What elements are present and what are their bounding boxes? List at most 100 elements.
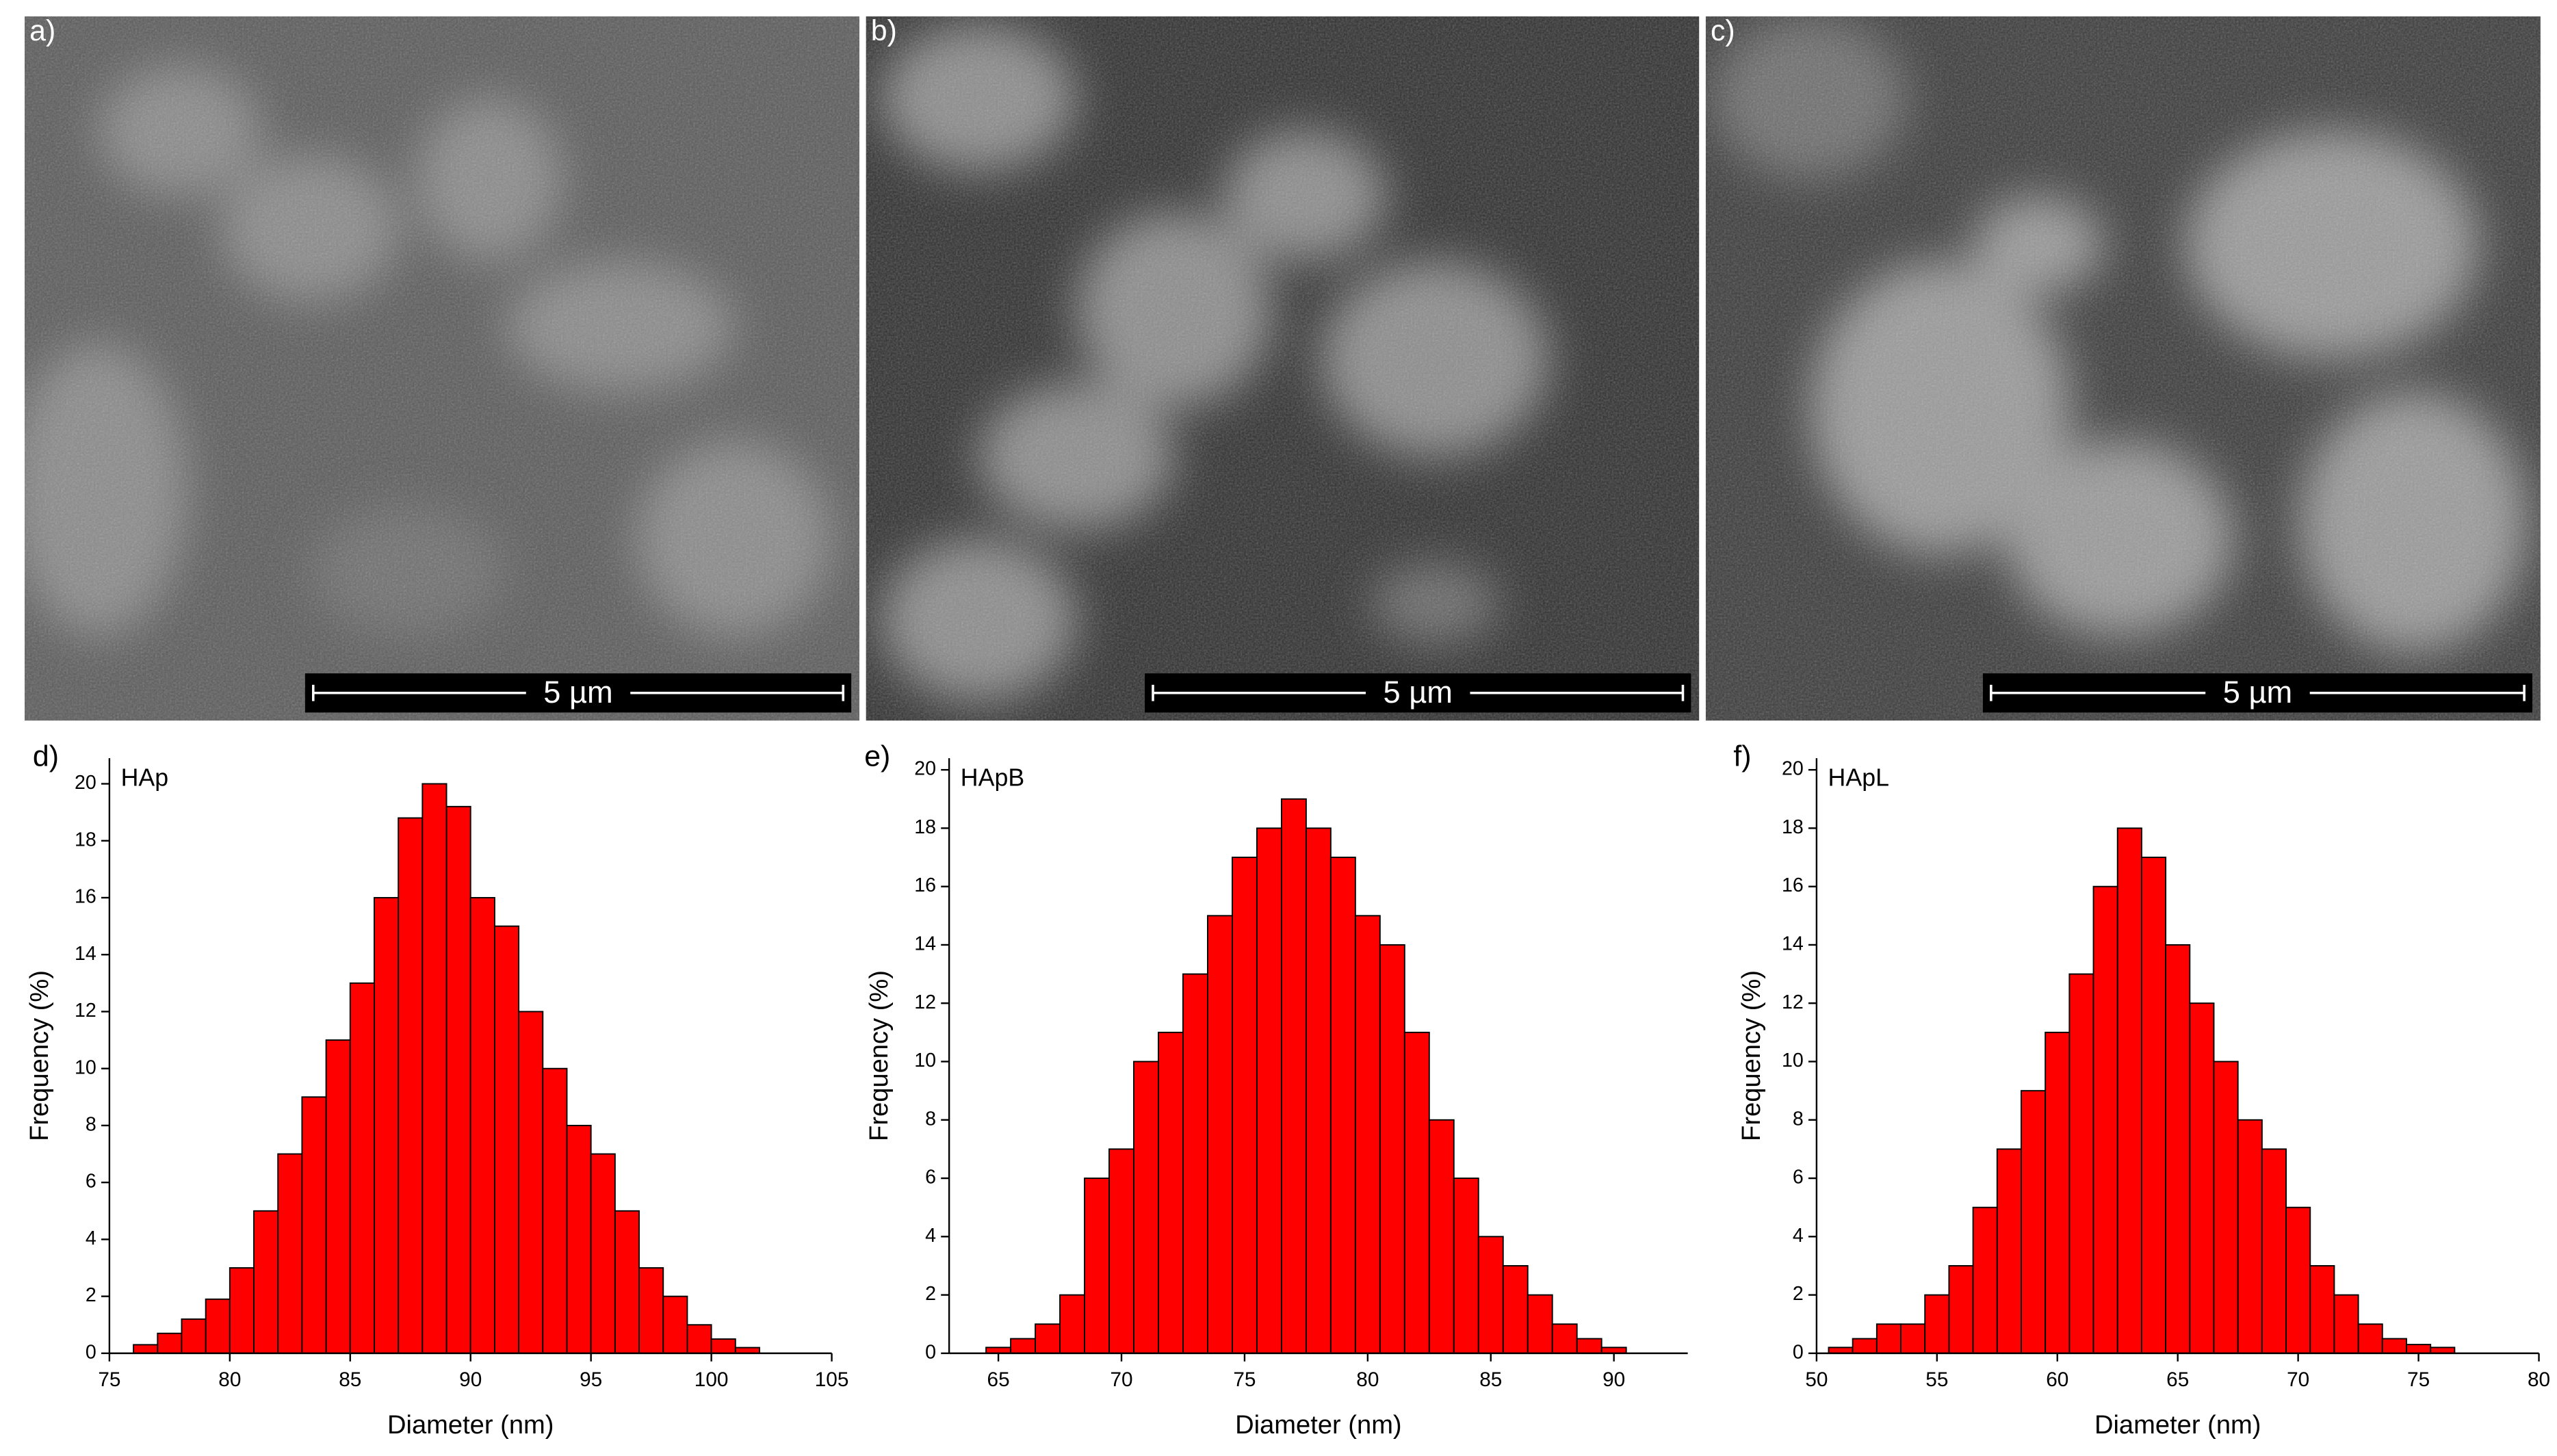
histogram-bar [2285, 1206, 2311, 1354]
histogram-bar [1035, 1323, 1061, 1354]
x-tick-label: 95 [580, 1368, 602, 1391]
x-tick-label: 100 [695, 1368, 729, 1391]
histogram-bar [2406, 1344, 2432, 1354]
y-tick-label: 0 [925, 1341, 936, 1363]
histogram-bar [301, 1096, 327, 1354]
histogram-bar [1379, 944, 1405, 1354]
y-tick-label: 8 [86, 1113, 96, 1135]
y-tick-label: 18 [75, 829, 96, 850]
x-tick-label: 85 [1479, 1368, 1502, 1391]
chart-title: HAp [121, 764, 169, 792]
histogram-bar [2189, 1002, 2215, 1354]
histogram-bar [590, 1153, 616, 1354]
histogram-bar [398, 817, 424, 1354]
histogram-bar [2333, 1294, 2359, 1354]
y-tick-label: 12 [914, 991, 936, 1013]
histogram-bar [1948, 1265, 1974, 1354]
histogram-bar [1453, 1178, 1479, 1354]
histogram-bar [1207, 915, 1233, 1354]
histogram-bar [1231, 857, 1258, 1354]
histogram-bar [1010, 1338, 1037, 1354]
histogram-bar [2021, 1090, 2047, 1354]
histogram-bar [277, 1153, 303, 1354]
histogram-bar [1828, 1347, 1854, 1354]
histogram-bar [662, 1295, 688, 1354]
x-tick-label: 50 [1805, 1368, 1828, 1391]
y-tick-label: 16 [914, 874, 936, 896]
histogram-bar [2237, 1119, 2263, 1354]
y-tick-label: 20 [75, 772, 96, 794]
x-tick-label: 75 [2407, 1368, 2430, 1391]
y-tick-label: 4 [1793, 1225, 1804, 1247]
y-tick-label: 6 [1793, 1167, 1804, 1188]
scale-bar-label: 5 µm [1383, 675, 1453, 710]
histogram-bar [2092, 885, 2118, 1354]
histogram-bar [1924, 1294, 1950, 1354]
histogram-bar [1551, 1323, 1578, 1354]
y-tick-label: 20 [1782, 758, 1804, 780]
y-tick-label: 2 [1793, 1283, 1804, 1305]
panel-label: a) [29, 14, 55, 47]
y-tick-label: 8 [925, 1108, 936, 1130]
x-tick-label: 105 [815, 1368, 849, 1391]
histogram-bar [1158, 1031, 1184, 1354]
y-tick-label: 4 [86, 1227, 96, 1249]
y-tick-label: 2 [86, 1284, 96, 1306]
x-tick-label: 90 [459, 1368, 482, 1391]
y-tick-label: 0 [86, 1341, 96, 1363]
x-axis-title: Diameter (nm) [387, 1410, 554, 1440]
histogram-bar [638, 1267, 664, 1354]
x-axis-title: Diameter (nm) [1235, 1410, 1402, 1440]
panel-label: f) [1733, 740, 1751, 772]
histogram-bar [493, 925, 520, 1354]
x-tick-label: 75 [98, 1368, 120, 1391]
x-tick-label: 70 [1110, 1368, 1132, 1391]
histogram-bar [686, 1324, 712, 1354]
histogram-bar [1900, 1323, 1926, 1354]
histogram-bar [2381, 1338, 2407, 1354]
x-tick-label: 65 [2166, 1368, 2189, 1391]
histogram-bar [734, 1347, 760, 1354]
y-tick-label: 6 [86, 1171, 96, 1193]
histogram-bar [2068, 973, 2094, 1354]
histogram-bar [1428, 1119, 1455, 1354]
x-axis-title: Diameter (nm) [2094, 1410, 2261, 1440]
histogram-bar [229, 1267, 255, 1354]
histogram-bar [2261, 1148, 2287, 1354]
histogram-bar [1059, 1294, 1085, 1354]
histogram-bar [133, 1344, 159, 1354]
y-tick-label: 18 [1782, 816, 1804, 838]
histogram-bar [710, 1338, 736, 1354]
x-tick-label: 80 [2528, 1368, 2550, 1391]
chart-title: HApB [961, 764, 1024, 792]
y-tick-label: 12 [1782, 991, 1804, 1013]
histogram-bar [157, 1332, 183, 1354]
histogram-bar [1576, 1338, 1602, 1354]
panel-label: b) [871, 14, 897, 47]
y-tick-label: 20 [914, 758, 936, 780]
histogram-bar [985, 1347, 1012, 1354]
histogram-bar [469, 897, 495, 1354]
histogram-bar [325, 1039, 351, 1354]
x-tick-label: 70 [2287, 1368, 2309, 1391]
histogram-bar [1256, 827, 1282, 1354]
panel-label: e) [864, 740, 890, 772]
histogram-bar [2116, 827, 2142, 1354]
histogram-bar [566, 1124, 592, 1354]
y-tick-label: 6 [925, 1167, 936, 1188]
y-tick-label: 14 [1782, 933, 1804, 955]
x-tick-label: 85 [339, 1368, 361, 1391]
histogram-bar [1354, 915, 1381, 1354]
histogram-bar [349, 982, 375, 1354]
y-tick-label: 10 [75, 1056, 96, 1078]
histogram-bar [1305, 827, 1332, 1354]
histogram-bar [2165, 944, 2191, 1354]
sem-image [24, 16, 860, 721]
y-tick-label: 12 [75, 1000, 96, 1022]
histogram-bar [1972, 1206, 1998, 1354]
histogram-bar [2309, 1265, 2335, 1354]
y-tick-label: 10 [1782, 1050, 1804, 1071]
y-axis-title: Frequency (%) [1737, 970, 1766, 1141]
y-tick-label: 14 [914, 933, 936, 955]
